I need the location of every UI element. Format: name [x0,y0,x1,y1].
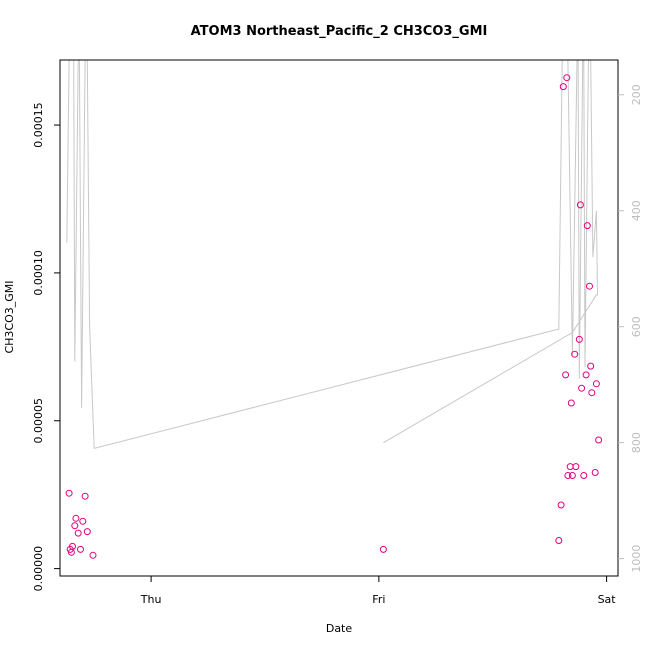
altitude-line-layer [66,59,599,450]
plot-frame [59,59,619,577]
data-point [555,537,563,544]
data-point [71,522,79,530]
chart-title: ATOM3 Northeast_Pacific_2 CH3CO3_GMI [191,24,488,39]
data-point [79,517,87,525]
data-point [568,472,576,479]
x-tick-label: Sat [598,593,617,606]
right-tick-label: 400 [630,200,643,221]
right-tick-label: 1000 [630,545,643,573]
data-point [576,201,584,209]
data-point [74,529,82,537]
data-point [586,282,593,290]
data-point [575,335,583,343]
data-point [580,472,588,479]
data-point [588,389,596,397]
x-tick-label: Thu [140,593,162,606]
data-point [559,83,567,91]
data-point [592,380,600,388]
right-tick-label: 600 [630,316,643,337]
data-point [77,545,84,553]
altitude-line [66,59,599,450]
x-axis-label: Date [326,622,353,635]
data-point [562,371,570,379]
data-point [582,371,590,379]
data-point [572,463,580,471]
right-tick-label: 200 [630,84,643,105]
data-point [567,399,575,407]
data-point [72,514,80,522]
data-point [81,492,89,500]
points-layer [65,74,603,559]
data-point [591,469,599,476]
data-point [587,362,595,370]
x-tick-label: Fri [372,593,385,606]
data-point [69,542,76,550]
data-point [566,463,574,471]
right-tick-label: 800 [630,432,643,453]
data-point [571,350,579,358]
x-axis: Thu Fri Sat [140,576,617,606]
y-axis-label: CH3CO3_GMI [3,280,16,353]
y-axis: 0.00000 0.00005 0.00010 0.00015 [32,102,60,591]
data-point [379,545,387,553]
data-point [83,528,91,536]
y-tick-label: 0.00015 [32,102,45,148]
right-axis: 200 400 600 800 1000 [618,84,643,573]
data-point [564,472,572,479]
data-point [583,222,591,230]
y-tick-label: 0.00000 [32,546,45,592]
data-point [595,436,603,444]
data-point [578,384,586,392]
data-point [89,551,97,559]
data-point [563,74,571,82]
y-tick-label: 0.00010 [32,250,45,296]
y-tick-label: 0.00005 [32,398,45,444]
data-point [557,501,565,509]
data-point [65,489,73,497]
